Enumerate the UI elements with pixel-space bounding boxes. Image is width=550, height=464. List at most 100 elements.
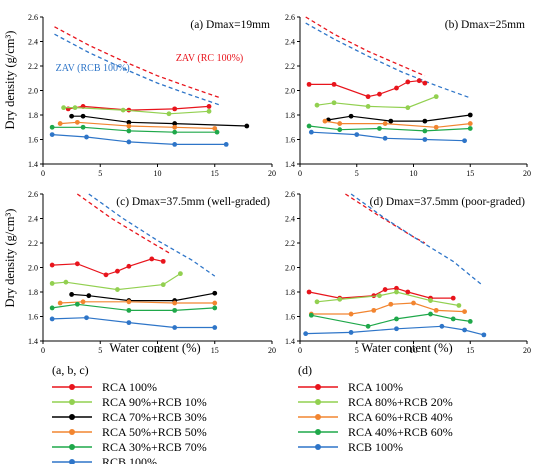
data-point — [126, 128, 132, 134]
data-point — [428, 298, 433, 303]
data-point — [462, 327, 467, 333]
data-point — [74, 261, 80, 267]
data-point — [467, 121, 473, 126]
legend-marker — [69, 384, 75, 390]
x-tick-label: 10 — [154, 169, 162, 178]
data-point — [172, 300, 178, 306]
data-point — [439, 323, 445, 329]
data-point — [388, 301, 394, 307]
y-tick-label: 1.4 — [285, 337, 295, 346]
data-point — [80, 124, 86, 130]
legend-label: RCA 60%+RCB 40% — [348, 410, 453, 424]
data-point — [126, 139, 132, 145]
y-tick-label: 2.6 — [28, 13, 38, 22]
y-tick-label: 1.4 — [28, 160, 38, 169]
y-tick-label: 1.4 — [285, 160, 295, 169]
data-point — [212, 290, 218, 296]
data-point — [212, 126, 218, 131]
data-point — [160, 282, 166, 288]
data-point — [303, 331, 309, 337]
x-tick-label: 0 — [41, 346, 45, 355]
data-point — [306, 289, 312, 295]
series-line — [71, 115, 247, 127]
x-tick-label: 0 — [298, 169, 302, 178]
legend-item: RCA 40%+RCB 60% — [298, 425, 453, 439]
data-point — [394, 326, 399, 332]
x-tick-label: 15 — [466, 346, 474, 355]
data-point — [450, 316, 456, 322]
legend-label: RCA 80%+RCB 20% — [348, 395, 453, 409]
series-zav-rc-100- — [305, 16, 426, 77]
data-point — [348, 330, 354, 335]
series-line — [311, 302, 465, 315]
y-tick-label: 2.0 — [285, 264, 295, 273]
series-rca-40-rcb-60- — [308, 311, 473, 329]
data-point — [314, 102, 320, 108]
series-zav-rc-100- — [54, 26, 221, 99]
x-axis-label-right: Water content (%) — [361, 341, 452, 355]
data-point — [467, 112, 473, 118]
data-point — [206, 108, 212, 114]
data-point — [337, 127, 343, 133]
y-tick-label: 1.6 — [285, 313, 295, 322]
data-point — [394, 289, 399, 295]
y-tick-label: 1.6 — [285, 136, 295, 145]
series-rca-50-rcb-50- — [57, 119, 218, 131]
panel-title: (b) Dmax=25mm — [445, 19, 525, 31]
chart-panel-4: 1.4 1.6 1.8 2.0 2.2 2.4 2.6 0 5 10 15 20 (d) Dmax=37… — [285, 190, 531, 355]
data-point — [348, 113, 354, 119]
zav-curve — [88, 193, 216, 277]
legend-label: RCA 100% — [102, 380, 157, 394]
data-point — [331, 100, 337, 106]
legend-item: RCA 80%+RCB 20% — [298, 395, 453, 409]
data-point — [84, 315, 89, 321]
legend-label: RCA 100% — [348, 380, 403, 394]
data-point — [377, 91, 382, 97]
data-point — [428, 311, 433, 317]
y-tick-label: 2.2 — [285, 239, 295, 248]
data-point — [49, 124, 55, 130]
data-point — [365, 94, 371, 100]
data-point — [72, 105, 78, 111]
zav-curve — [54, 33, 221, 106]
data-point — [166, 111, 172, 117]
series-line — [311, 131, 465, 142]
data-point — [314, 299, 320, 305]
y-tick-label: 2.4 — [28, 215, 38, 224]
y-tick-label: 2.2 — [285, 62, 295, 71]
y-tick-label: 1.6 — [28, 136, 38, 145]
data-point — [49, 305, 55, 311]
x-tick-label: 5 — [355, 169, 359, 178]
data-point — [322, 118, 328, 124]
y-tick-label: 2.6 — [285, 190, 295, 199]
data-point — [377, 126, 382, 131]
data-point — [433, 307, 439, 313]
series-zav-rcb-100- — [54, 33, 221, 106]
x-tick-label: 20 — [523, 169, 531, 178]
zav-annotation: ZAV (RC 100%) — [176, 53, 243, 64]
series-rcb-100- — [49, 132, 229, 147]
data-point — [212, 305, 218, 311]
data-point — [120, 107, 126, 113]
data-point — [126, 263, 132, 269]
data-point — [433, 124, 439, 130]
data-point — [405, 79, 411, 85]
zav-curve — [345, 193, 426, 244]
data-point — [172, 307, 178, 313]
data-point — [126, 299, 132, 305]
legend-left: RCA 100%RCA 90%+RCB 10%RCA 70%+RCB 30%RC… — [52, 380, 207, 464]
y-tick-label: 1.4 — [28, 337, 38, 346]
y-tick-label: 2.0 — [28, 264, 38, 273]
data-point — [126, 123, 132, 129]
legend-marker — [315, 429, 321, 435]
data-point — [422, 80, 428, 86]
data-point — [405, 289, 411, 295]
data-point — [223, 142, 229, 147]
series-rca-70-rcb-30- — [69, 113, 250, 129]
legend-marker — [69, 459, 75, 464]
data-point — [61, 105, 67, 111]
series-zav-rc-100- — [76, 193, 170, 254]
data-point — [69, 292, 75, 297]
data-point — [388, 118, 394, 124]
